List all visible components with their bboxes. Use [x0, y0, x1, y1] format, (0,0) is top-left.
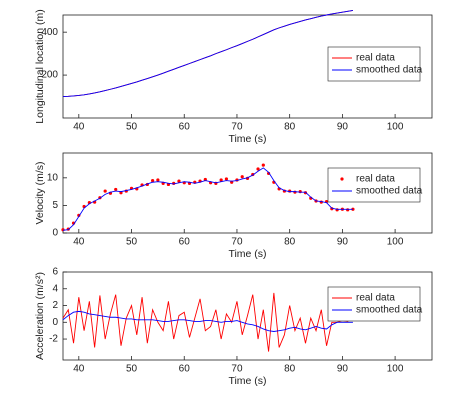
data-point: [156, 178, 160, 182]
data-line: [62, 167, 353, 231]
data-point: [240, 175, 244, 179]
data-point: [224, 177, 229, 181]
subplot: 40 50 60 70 80 90 100 200 400 Time (s) Longitudina…: [34, 9, 433, 145]
y-tick-label: 5: [52, 200, 58, 211]
x-tick-label: 60: [179, 237, 191, 248]
y-tick-label: 4: [52, 283, 58, 294]
x-tick-label: 100: [387, 122, 404, 133]
legend-box: [327, 46, 421, 82]
data-line: [62, 310, 353, 332]
data-point: [256, 167, 260, 171]
x-tick-label: 80: [284, 364, 296, 375]
x-axis-label: Time (s): [228, 133, 266, 145]
x-tick-label: 40: [73, 122, 85, 133]
y-tick-label: 200: [41, 70, 58, 81]
x-tick-label: 40: [73, 364, 85, 375]
x-tick-label: 70: [231, 122, 243, 133]
data-point: [177, 179, 181, 183]
data-point: [114, 187, 118, 192]
x-tick-label: 90: [337, 237, 349, 248]
data-line: [62, 10, 354, 97]
x-tick-label: 50: [126, 122, 138, 133]
y-tick-label: 10: [47, 172, 59, 183]
x-tick-label: 70: [231, 364, 243, 375]
data-point: [203, 177, 207, 182]
legend-box: [327, 286, 421, 322]
x-tick-label: 90: [337, 364, 349, 375]
legend-label: smoothed data: [356, 305, 423, 316]
data-point: [346, 208, 350, 212]
x-tick-label: 50: [126, 364, 138, 375]
x-tick-label: 60: [179, 364, 191, 375]
data-line: [62, 292, 354, 352]
y-tick-label: 0: [52, 228, 58, 239]
legend-label: real data: [356, 293, 395, 304]
x-tick-label: 80: [284, 237, 296, 248]
y-tick-label: -2: [49, 334, 58, 345]
x-tick-label: 100: [387, 364, 404, 375]
y-axis-label: Velocity (m/s): [34, 161, 46, 224]
y-tick-label: 2: [52, 300, 58, 311]
x-tick-label: 80: [284, 122, 296, 133]
x-tick-label: 100: [387, 237, 404, 248]
y-axis-label: Longitudinal location (m): [34, 9, 46, 123]
x-tick-label: 90: [337, 122, 349, 133]
data-point: [261, 163, 265, 167]
x-tick-label: 60: [179, 122, 191, 133]
subplot: 40 50 60 70 80 90 100 -2 0 2 4 6 Time (s) Acceleratio…: [34, 267, 433, 387]
subplot: 40 50 60 70 80 90 100 0 5 10 Time (s) Velocity (m/s…: [34, 152, 433, 260]
x-tick-label: 50: [126, 237, 138, 248]
y-tick-label: 400: [41, 27, 58, 38]
x-tick-label: 70: [231, 237, 243, 248]
x-axis-label: Time (s): [228, 248, 266, 260]
data-point: [103, 189, 107, 193]
legend-label: smoothed data: [356, 65, 423, 76]
legend-label: smoothed data: [356, 186, 423, 197]
y-axis-label: Acceleration (m/s²): [34, 272, 46, 360]
legend-box: [327, 167, 421, 203]
data-point: [219, 178, 223, 182]
legend-marker: [340, 177, 344, 181]
x-axis-label: Time (s): [228, 375, 266, 387]
legend-label: real data: [356, 53, 395, 64]
y-tick-label: 0: [52, 317, 58, 328]
legend-label: real data: [356, 174, 395, 185]
x-tick-label: 40: [73, 237, 85, 248]
y-tick-label: 6: [52, 267, 58, 278]
data-point: [151, 178, 155, 183]
